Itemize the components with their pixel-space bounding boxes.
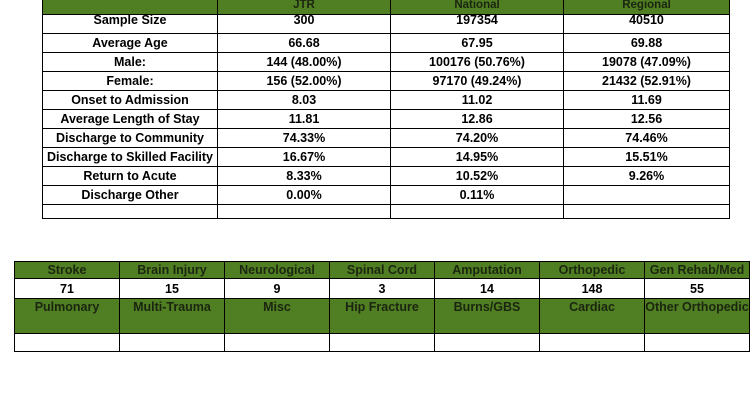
diagnosis-count: 14: [434, 278, 540, 299]
stats-row-label: Average Length of Stay: [42, 109, 218, 129]
diagnosis-category: Misc: [224, 298, 330, 334]
diagnosis-count: [224, 333, 330, 352]
stats-cell-jtr: 74.33%: [217, 128, 391, 148]
stats-row-label: Onset to Admission: [42, 90, 218, 110]
stats-row-label: Discharge to Skilled Facility: [42, 147, 218, 167]
stats-row-female: Female: 156 (52.00%) 97170 (49.24%) 2143…: [42, 71, 730, 91]
diagnosis-category: Brain Injury: [119, 261, 225, 279]
stats-cell-regional: [563, 185, 730, 205]
stats-row-label: Return to Acute: [42, 166, 218, 186]
stats-cell-regional: 19078 (47.09%): [563, 52, 730, 72]
diagnosis-count-row-1: 71 15 9 3 14 148 55: [14, 278, 750, 299]
stats-cell-regional: 21432 (52.91%): [563, 71, 730, 91]
stats-cell-national: 74.20%: [390, 128, 564, 148]
stats-header-jtr: JTR: [217, 0, 391, 15]
stats-empty-cell: [42, 204, 218, 219]
stats-row-label: Discharge to Community: [42, 128, 218, 148]
diagnosis-count: [119, 333, 225, 352]
stats-row-discharge-to-skilled-facility: Discharge to Skilled Facility 16.67% 14.…: [42, 147, 730, 167]
stats-empty-cell: [390, 204, 564, 219]
stats-cell-jtr: 8.33%: [217, 166, 391, 186]
diagnosis-count: 71: [14, 278, 120, 299]
stats-cell-jtr: 66.68: [217, 33, 391, 53]
stats-row-average-length-of-stay: Average Length of Stay 11.81 12.86 12.56: [42, 109, 730, 129]
stats-cell-jtr: 0.00%: [217, 185, 391, 205]
stats-header-regional: Regional: [563, 0, 730, 15]
diagnosis-category: Other Orthopedic: [644, 298, 750, 334]
stats-cell-national: 10.52%: [390, 166, 564, 186]
diagnosis-count: 148: [539, 278, 645, 299]
stats-empty-row: [42, 204, 730, 219]
stats-header-national: National: [390, 0, 564, 15]
stats-header-row: JTR National Regional: [42, 0, 730, 15]
stats-row-label: Average Age: [42, 33, 218, 53]
stats-row-return-to-acute: Return to Acute 8.33% 10.52% 9.26%: [42, 166, 730, 186]
stats-header-blank: [42, 0, 218, 15]
diagnosis-category-row-2: Pulmonary Multi-Trauma Misc Hip Fracture…: [14, 298, 750, 334]
stats-empty-cell: [563, 204, 730, 219]
stats-cell-regional: 12.56: [563, 109, 730, 129]
stats-row-label: Male:: [42, 52, 218, 72]
diagnosis-category: Spinal Cord: [329, 261, 435, 279]
stats-row-label: Female:: [42, 71, 218, 91]
stats-row-sample-size: Sample Size 300 197354 40510: [42, 14, 730, 34]
stats-cell-jtr: 16.67%: [217, 147, 391, 167]
stats-cell-jtr: 300: [217, 14, 391, 34]
stats-row-label: Discharge Other: [42, 185, 218, 205]
stats-cell-national: 0.11%: [390, 185, 564, 205]
stats-cell-national: 11.02: [390, 90, 564, 110]
stats-cell-jtr: 11.81: [217, 109, 391, 129]
diagnosis-count: [329, 333, 435, 352]
diagnosis-category: Burns/GBS: [434, 298, 540, 334]
diagnosis-count: 9: [224, 278, 330, 299]
diagnosis-category: Gen Rehab/Med: [644, 261, 750, 279]
diagnosis-category: Pulmonary: [14, 298, 120, 334]
stats-row-label: Sample Size: [42, 14, 218, 34]
diagnosis-category: Stroke: [14, 261, 120, 279]
diagnosis-category-row-1: Stroke Brain Injury Neurological Spinal …: [14, 261, 750, 279]
diagnosis-category: Hip Fracture: [329, 298, 435, 334]
stats-cell-regional: 74.46%: [563, 128, 730, 148]
diagnosis-count: [644, 333, 750, 352]
diagnosis-count: 55: [644, 278, 750, 299]
stats-cell-national: 67.95: [390, 33, 564, 53]
diagnosis-table: Stroke Brain Injury Neurological Spinal …: [14, 261, 750, 352]
diagnosis-category: Cardiac: [539, 298, 645, 334]
stats-cell-national: 97170 (49.24%): [390, 71, 564, 91]
summary-stats-table: JTR National Regional Sample Size 300 19…: [42, 0, 730, 219]
diagnosis-category: Neurological: [224, 261, 330, 279]
stats-row-average-age: Average Age 66.68 67.95 69.88: [42, 33, 730, 53]
stats-cell-regional: 15.51%: [563, 147, 730, 167]
stats-cell-national: 197354: [390, 14, 564, 34]
stats-cell-regional: 9.26%: [563, 166, 730, 186]
diagnosis-count-row-2: [14, 333, 750, 352]
stats-cell-jtr: 8.03: [217, 90, 391, 110]
stats-cell-national: 12.86: [390, 109, 564, 129]
diagnosis-category: Amputation: [434, 261, 540, 279]
stats-cell-jtr: 144 (48.00%): [217, 52, 391, 72]
stats-cell-regional: 69.88: [563, 33, 730, 53]
diagnosis-category: Orthopedic: [539, 261, 645, 279]
stats-row-male: Male: 144 (48.00%) 100176 (50.76%) 19078…: [42, 52, 730, 72]
stats-empty-cell: [217, 204, 391, 219]
stats-cell-regional: 11.69: [563, 90, 730, 110]
diagnosis-count: 15: [119, 278, 225, 299]
diagnosis-count: 3: [329, 278, 435, 299]
stats-row-discharge-other: Discharge Other 0.00% 0.11%: [42, 185, 730, 205]
stats-cell-jtr: 156 (52.00%): [217, 71, 391, 91]
stats-row-discharge-to-community: Discharge to Community 74.33% 74.20% 74.…: [42, 128, 730, 148]
stats-cell-national: 100176 (50.76%): [390, 52, 564, 72]
diagnosis-count: [434, 333, 540, 352]
diagnosis-count: [539, 333, 645, 352]
diagnosis-category: Multi-Trauma: [119, 298, 225, 334]
stats-cell-regional: 40510: [563, 14, 730, 34]
diagnosis-count: [14, 333, 120, 352]
stats-row-onset-to-admission: Onset to Admission 8.03 11.02 11.69: [42, 90, 730, 110]
stats-cell-national: 14.95%: [390, 147, 564, 167]
